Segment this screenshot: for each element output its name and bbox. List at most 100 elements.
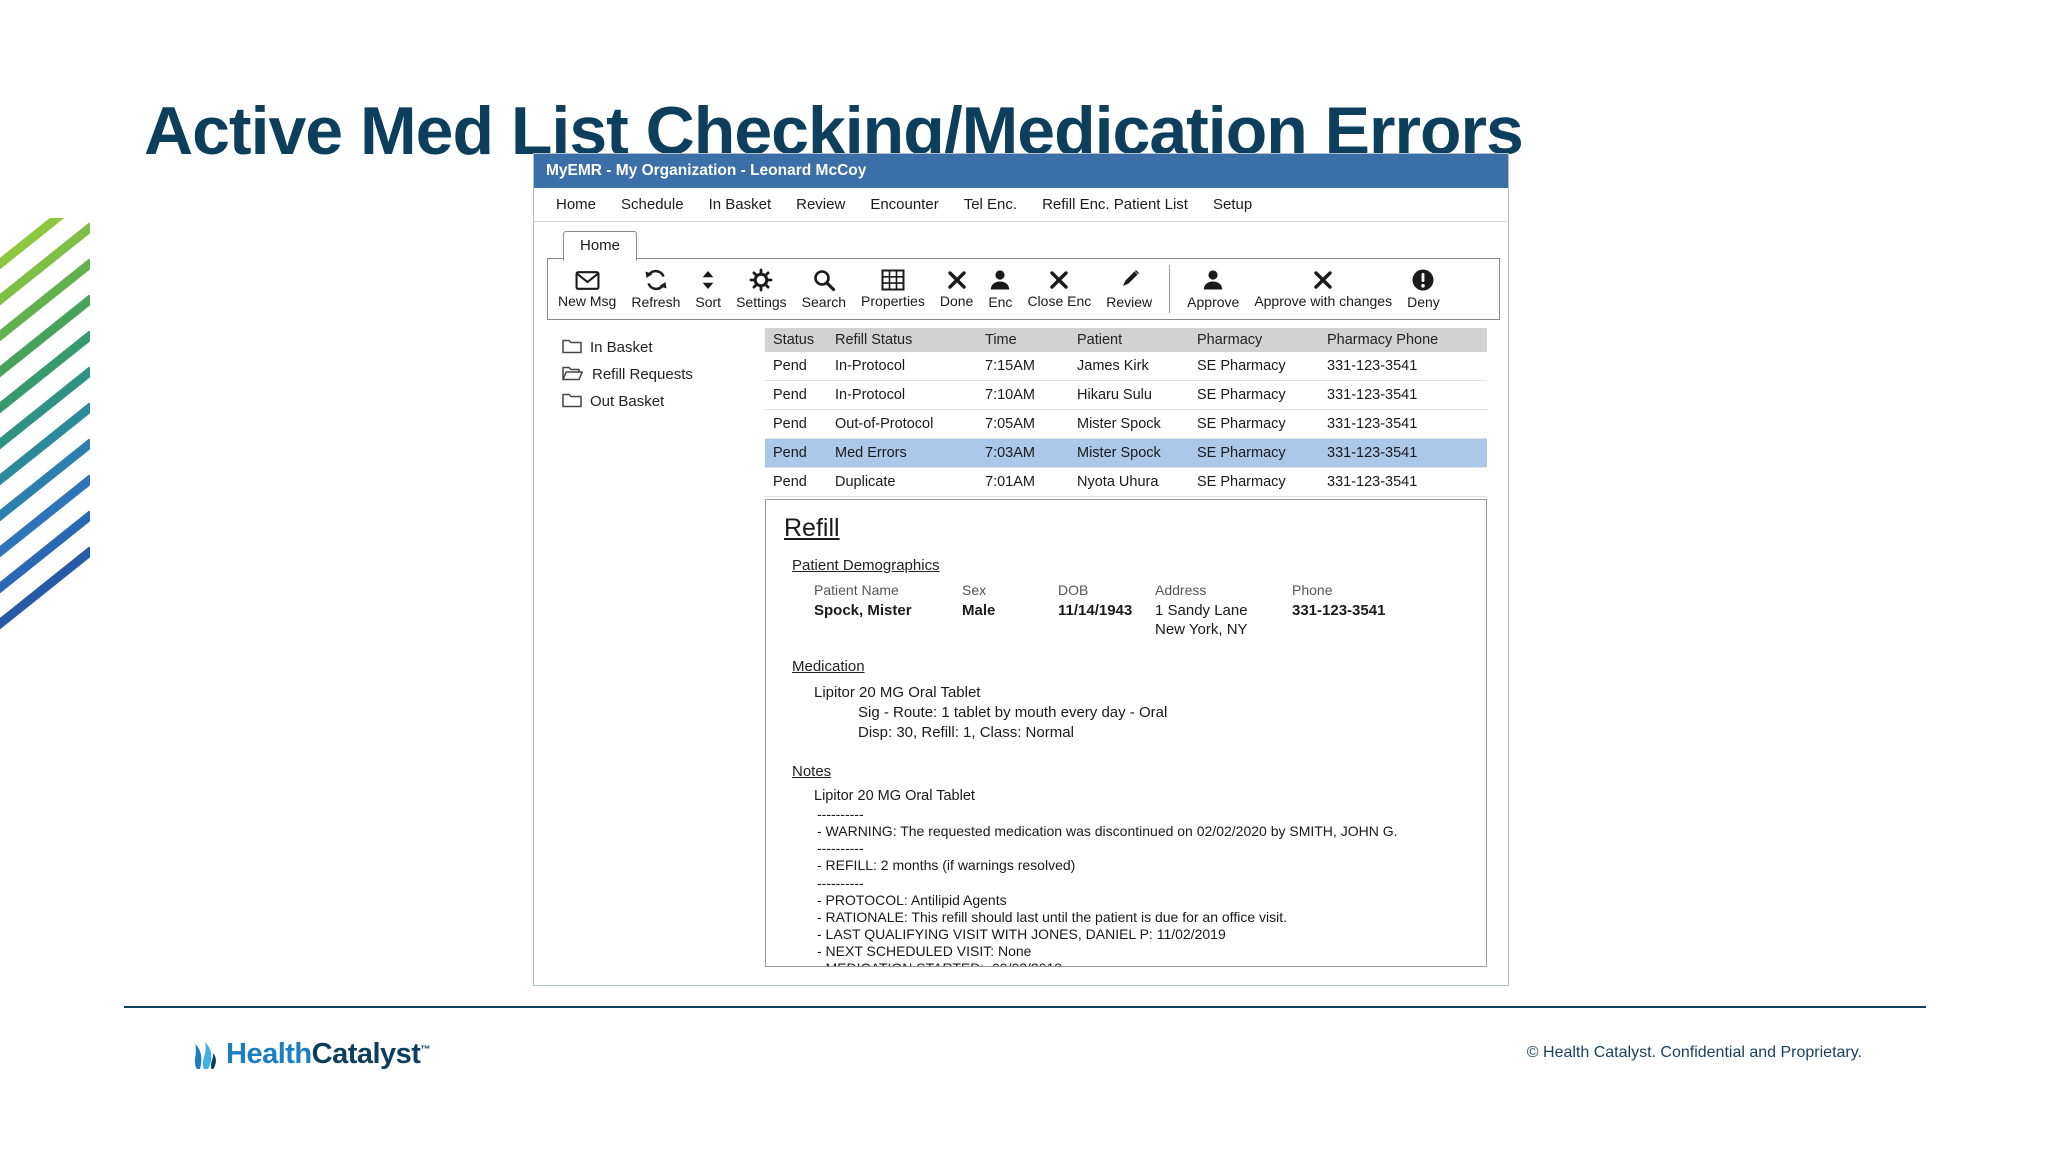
exclamation-circle-icon bbox=[1411, 268, 1435, 292]
menu-item-refill-enc-patient-list[interactable]: Refill Enc. Patient List bbox=[1042, 196, 1188, 213]
worklist-row[interactable]: Pend In-Protocol 7:10AM Hikaru Sulu SE P… bbox=[765, 381, 1487, 410]
note-line: - NEXT SCHEDULED VISIT: None bbox=[817, 942, 1032, 959]
window-body: In Basket Refill Requests Out Basket Sta… bbox=[534, 320, 1508, 985]
toolbar-button-search[interactable]: Search bbox=[802, 268, 846, 310]
toolbar-button-done[interactable]: Done bbox=[940, 269, 973, 309]
toolbar-button-approve-with-changes[interactable]: Approve with changes bbox=[1254, 269, 1392, 309]
person-icon bbox=[1201, 268, 1225, 292]
worklist-and-detail: Status Refill Status Time Patient Pharma… bbox=[762, 320, 1508, 985]
note-line: - REFILL: 2 months (if warnings resolved… bbox=[817, 857, 1076, 874]
x-icon bbox=[946, 269, 968, 291]
toolbar-button-new-msg[interactable]: New Msg bbox=[558, 270, 616, 309]
worklist-cell: Pend bbox=[773, 474, 807, 490]
patient-demographics-heading: Patient Demographics bbox=[792, 557, 940, 574]
worklist-cell: SE Pharmacy bbox=[1197, 445, 1286, 461]
worklist-header-time[interactable]: Time bbox=[985, 332, 1017, 348]
toolbar-label: Enc bbox=[988, 294, 1013, 310]
toolbar-button-approve[interactable]: Approve bbox=[1187, 268, 1239, 310]
note-line: - LAST QUALIFYING VISIT WITH JONES, DANI… bbox=[817, 925, 1226, 942]
toolbar-button-deny[interactable]: Deny bbox=[1407, 268, 1440, 310]
worklist-cell: 331-123-3541 bbox=[1327, 358, 1418, 374]
logo-wordmark: HealthCatalyst™ bbox=[226, 1038, 430, 1071]
logo-word-health: Health bbox=[226, 1038, 312, 1070]
toolbar-label: Properties bbox=[861, 293, 925, 309]
menu-item-home[interactable]: Home bbox=[556, 196, 597, 213]
worklist-cell: SE Pharmacy bbox=[1197, 358, 1286, 374]
worklist-cell: 7:03AM bbox=[985, 445, 1035, 461]
toolbar-button-close-enc[interactable]: Close Enc bbox=[1027, 269, 1091, 309]
worklist-row[interactable]: Pend Out-of-Protocol 7:05AM Mister Spock… bbox=[765, 410, 1487, 439]
worklist-cell: Pend bbox=[773, 387, 807, 403]
menu-item-encounter[interactable]: Encounter bbox=[870, 196, 939, 213]
toolbar-label: Review bbox=[1106, 294, 1153, 310]
worklist-cell: Hikaru Sulu bbox=[1077, 387, 1152, 403]
toolbar-button-settings[interactable]: Settings bbox=[736, 268, 787, 310]
menu-item-in-basket[interactable]: In Basket bbox=[708, 196, 772, 213]
copyright-text: © Health Catalyst. Confidential and Prop… bbox=[1526, 1044, 1862, 1061]
worklist-cell: 7:01AM bbox=[985, 474, 1035, 490]
patient-name-value: Spock, Mister bbox=[814, 602, 912, 619]
toolbar-button-review[interactable]: Review bbox=[1106, 268, 1152, 310]
demographics-labels: Patient Name Sex DOB Address Phone bbox=[814, 582, 1466, 598]
worklist-cell: Pend bbox=[773, 416, 807, 432]
sidebar-item-out-basket[interactable]: Out Basket bbox=[562, 388, 762, 415]
folder-sidebar: In Basket Refill Requests Out Basket bbox=[534, 320, 762, 985]
worklist-cell: 331-123-3541 bbox=[1327, 445, 1418, 461]
toolbar-label: Search bbox=[801, 294, 847, 310]
gear-icon bbox=[749, 268, 773, 292]
sidebar-item-in-basket[interactable]: In Basket bbox=[562, 334, 762, 361]
worklist-header-status[interactable]: Status bbox=[773, 332, 815, 348]
worklist-cell: In-Protocol bbox=[835, 387, 906, 403]
label-phone: Phone bbox=[1292, 582, 1333, 598]
note-line: - MEDICATION STARTED: 09/03/2018 bbox=[817, 960, 1466, 966]
toolbar-button-sort[interactable]: Sort bbox=[695, 268, 721, 310]
worklist-header: Status Refill Status Time Patient Pharma… bbox=[765, 328, 1487, 352]
notes-section: Notes Lipitor 20 MG Oral Tablet --------… bbox=[782, 763, 1466, 966]
note-line: ---------- bbox=[817, 806, 864, 823]
worklist-cell: Mister Spock bbox=[1077, 445, 1161, 461]
refill-heading: Refill bbox=[784, 514, 840, 542]
worklist-row[interactable]: Pend Duplicate 7:01AM Nyota Uhura SE Pha… bbox=[765, 468, 1487, 497]
pencil-icon bbox=[1117, 268, 1141, 292]
worklist-cell: Duplicate bbox=[835, 474, 896, 490]
folder-open-icon bbox=[562, 365, 584, 385]
window-title-text: MyEMR - My Organization - Leonard McCoy bbox=[546, 162, 867, 179]
tab-home[interactable]: Home bbox=[563, 231, 638, 261]
menu-item-setup[interactable]: Setup bbox=[1212, 196, 1253, 213]
worklist-row[interactable]: Pend In-Protocol 7:15AM James Kirk SE Ph… bbox=[765, 352, 1487, 381]
toolbar-button-refresh[interactable]: Refresh bbox=[631, 268, 680, 310]
worklist-row-selected[interactable]: Pend Med Errors 7:03AM Mister Spock SE P… bbox=[765, 439, 1487, 468]
worklist-cell: Pend bbox=[773, 445, 807, 461]
address-line-2: New York, NY bbox=[1155, 620, 1248, 638]
worklist-header-pharmacy-phone[interactable]: Pharmacy Phone bbox=[1327, 332, 1439, 348]
note-line: ---------- bbox=[817, 840, 864, 857]
medication-heading: Medication bbox=[792, 657, 865, 675]
address-value: 1 Sandy Lane New York, NY bbox=[1155, 602, 1292, 640]
worklist-header-pharmacy[interactable]: Pharmacy bbox=[1197, 332, 1263, 348]
toolbar: New Msg Refresh Sort Settings Search bbox=[547, 258, 1500, 320]
toolbar-button-properties[interactable]: Properties bbox=[861, 269, 925, 309]
worklist-header-patient[interactable]: Patient bbox=[1077, 332, 1123, 348]
table-grid-icon bbox=[881, 269, 905, 291]
worklist-cell: Out-of-Protocol bbox=[835, 416, 934, 432]
worklist-cell: James Kirk bbox=[1077, 358, 1149, 374]
worklist-cell: 331-123-3541 bbox=[1327, 474, 1418, 490]
demographics-values: Spock, Mister Male 11/14/1943 1 Sandy La… bbox=[814, 602, 1466, 640]
menu-item-tel-enc[interactable]: Tel Enc. bbox=[963, 196, 1018, 213]
menu-item-review[interactable]: Review bbox=[796, 196, 846, 213]
refresh-icon bbox=[644, 268, 668, 292]
note-line: - WARNING: The requested medication was … bbox=[817, 823, 1398, 840]
sidebar-item-refill-requests[interactable]: Refill Requests bbox=[562, 361, 762, 388]
dob-value: 11/14/1943 bbox=[1058, 602, 1133, 619]
folder-icon bbox=[562, 392, 582, 412]
menu-item-schedule[interactable]: Schedule bbox=[621, 196, 684, 213]
sidebar-item-label: Out Basket bbox=[590, 393, 665, 410]
worklist-cell: 331-123-3541 bbox=[1327, 416, 1418, 432]
label-sex: Sex bbox=[962, 582, 987, 598]
label-address: Address bbox=[1155, 582, 1207, 598]
toolbar-label: New Msg bbox=[558, 292, 617, 309]
window-titlebar[interactable]: MyEMR - My Organization - Leonard McCoy bbox=[534, 154, 1508, 188]
worklist-header-refill-status[interactable]: Refill Status bbox=[835, 332, 913, 348]
medication-section: Medication Lipitor 20 MG Oral Tablet Sig… bbox=[782, 658, 1466, 744]
toolbar-button-enc[interactable]: Enc bbox=[988, 268, 1012, 310]
